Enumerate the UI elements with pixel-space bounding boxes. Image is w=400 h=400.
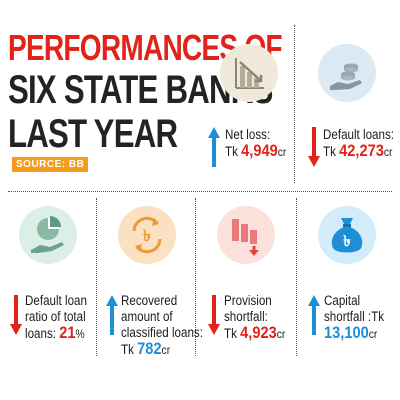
up-arrow-icon [208,127,220,167]
down-arrow-icon [10,295,22,335]
divider [8,191,392,192]
declining-bar-chart-icon [235,58,264,89]
capital-label-2: shortfall :Tk [324,309,385,324]
svg-text:৳: ৳ [343,232,351,250]
net-loss-unit: cr [277,145,287,159]
net-loss-stat: Net loss: Tk 4,949cr [225,127,286,160]
default-ratio-label-3: loans: [25,326,60,341]
default-loans-unit: cr [383,145,393,159]
default-loans-stat: Default loans: Tk 42,273cr [323,127,394,160]
default-ratio-label-2: ratio of total [25,309,86,324]
divider [296,198,297,356]
default-ratio-stat: Default loan ratio of total loans: 21% [25,293,87,342]
provision-prefix: Tk [224,326,241,341]
pie-chart-hand-icon [31,216,64,253]
recovered-unit: cr [161,343,171,357]
recovered-label-3: classified loans: [121,325,203,340]
default-loans-value: 42,273 [339,141,384,160]
taka-money-bag-icon: ৳ [331,218,363,253]
recovered-value: 782 [137,339,162,358]
taka-recycle-icon: ৳ [132,216,162,254]
default-loans-prefix: Tk [323,144,340,159]
divider [294,25,295,183]
recovered-icon-circle: ৳ [118,206,176,264]
default-ratio-label-1: Default loan [25,293,87,308]
provision-value: 4,923 [240,323,277,342]
divider [195,198,196,356]
net-loss-value: 4,949 [241,141,278,160]
divider [96,198,97,356]
capital-stat: Capital shortfall :Tk 13,100cr [324,293,384,342]
down-arrow-icon [208,295,220,335]
capital-label-1: Capital [324,293,361,308]
provision-label-2: shortfall: [224,309,268,324]
svg-text:৳: ৳ [143,226,151,245]
net-loss-prefix: Tk [225,144,242,159]
provision-stat: Provision shortfall: Tk 4,923cr [224,293,285,342]
recovered-stat: Recovered amount of classified loans: Tk… [121,293,203,358]
down-arrow-icon [308,127,320,167]
provision-label-1: Provision [224,293,272,308]
up-arrow-icon [106,295,118,335]
capital-icon-circle: ৳ [318,206,376,264]
coins-in-hand-icon [330,63,362,90]
default-loans-icon-circle [318,44,376,102]
net-loss-label: Net loss: [225,127,271,142]
default-ratio-value: 21 [59,323,76,342]
default-ratio-icon-circle [19,206,77,264]
default-ratio-unit: % [75,327,85,341]
up-arrow-icon [308,295,320,335]
provision-icon-circle [217,206,275,264]
title-line-3: LAST YEAR [8,112,178,156]
recovered-label-2: amount of [121,309,173,324]
net-loss-icon-circle [220,44,278,102]
capital-value: 13,100 [324,323,369,342]
falling-bars-icon [232,219,259,256]
provision-unit: cr [276,327,286,341]
capital-unit: cr [368,327,378,341]
recovered-label-1: Recovered [121,293,178,308]
source-badge: SOURCE: BB [12,157,89,172]
default-loans-label: Default loans: [323,127,395,142]
recovered-prefix: Tk [121,342,138,357]
